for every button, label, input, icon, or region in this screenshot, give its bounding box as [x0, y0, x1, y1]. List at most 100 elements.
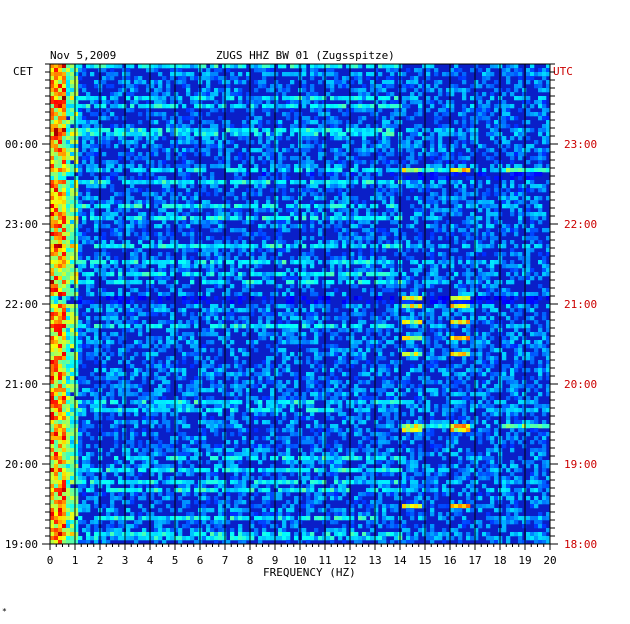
heat-cell: [62, 204, 67, 209]
heat-cell: [266, 308, 271, 313]
heat-cell: [242, 232, 247, 237]
heat-cell: [350, 216, 355, 221]
heat-cell: [538, 260, 543, 265]
heat-cell: [170, 332, 175, 337]
heat-cell: [94, 220, 99, 225]
heat-cell: [446, 88, 451, 93]
heat-cell: [174, 144, 179, 149]
heat-cell: [382, 200, 387, 205]
heat-cell: [54, 144, 59, 149]
heat-cell: [154, 200, 159, 205]
heat-cell: [170, 140, 175, 145]
heat-cell: [266, 344, 271, 349]
heat-cell: [258, 188, 263, 193]
heat-cell: [414, 196, 419, 201]
heat-cell: [70, 304, 75, 309]
heat-cell: [410, 188, 415, 193]
heat-cell: [74, 304, 79, 309]
heat-cell: [370, 180, 375, 185]
heat-cell: [186, 248, 191, 253]
heat-cell: [182, 224, 187, 229]
heat-cell: [134, 268, 139, 273]
heat-cell: [254, 180, 259, 185]
heat-cell: [474, 112, 479, 117]
heat-cell: [402, 84, 407, 89]
heat-cell: [514, 264, 519, 269]
heat-cell: [354, 232, 359, 237]
heat-cell: [190, 204, 195, 209]
heat-cell: [138, 296, 143, 301]
heat-cell: [234, 228, 239, 233]
heat-cell: [414, 320, 419, 325]
heat-cell: [158, 112, 163, 117]
heat-cell: [314, 280, 319, 285]
heat-cell: [482, 104, 487, 109]
heat-cell: [538, 184, 543, 189]
heat-cell: [218, 228, 223, 233]
heat-cell: [50, 92, 55, 97]
heat-cell: [214, 180, 219, 185]
heat-cell: [50, 112, 55, 117]
heat-cell: [518, 264, 523, 269]
heat-cell: [370, 344, 375, 349]
heat-cell: [186, 176, 191, 181]
heat-cell: [126, 96, 131, 101]
heat-cell: [162, 184, 167, 189]
heat-cell: [78, 76, 83, 81]
heat-cell: [518, 184, 523, 189]
heat-cell: [546, 148, 551, 153]
heat-cell: [138, 240, 143, 245]
heat-cell: [502, 292, 507, 297]
heat-cell: [438, 160, 443, 165]
heat-cell: [390, 72, 395, 77]
heat-cell: [50, 348, 55, 353]
heat-cell: [390, 68, 395, 73]
heat-cell: [286, 88, 291, 93]
heat-cell: [254, 116, 259, 121]
heat-cell: [474, 284, 479, 289]
heat-cell: [218, 80, 223, 85]
heat-cell: [74, 228, 79, 233]
heat-cell: [306, 348, 311, 353]
heat-cell: [302, 132, 307, 137]
heat-cell: [222, 132, 227, 137]
heat-cell: [474, 108, 479, 113]
heat-cell: [166, 148, 171, 153]
heat-cell: [530, 216, 535, 221]
heat-cell: [178, 244, 183, 249]
heat-cell: [378, 188, 383, 193]
heat-cell: [466, 320, 471, 325]
heat-cell: [382, 64, 387, 69]
heat-cell: [58, 172, 63, 177]
heat-cell: [546, 340, 551, 345]
heat-cell: [490, 272, 495, 277]
heat-cell: [274, 236, 279, 241]
heat-cell: [58, 316, 63, 321]
heat-cell: [302, 280, 307, 285]
heat-cell: [122, 328, 127, 333]
heat-cell: [242, 320, 247, 325]
heat-cell: [62, 316, 67, 321]
heat-cell: [534, 112, 539, 117]
heat-cell: [362, 184, 367, 189]
heat-cell: [378, 280, 383, 285]
heat-cell: [334, 244, 339, 249]
heat-cell: [70, 192, 75, 197]
heat-cell: [354, 312, 359, 317]
heat-cell: [102, 252, 107, 257]
heat-cell: [390, 128, 395, 133]
heat-cell: [234, 172, 239, 177]
heat-cell: [270, 68, 275, 73]
heat-cell: [214, 316, 219, 321]
heat-cell: [194, 132, 199, 137]
heat-cell: [150, 172, 155, 177]
heat-cell: [374, 136, 379, 141]
heat-cell: [370, 316, 375, 321]
heat-cell: [58, 96, 63, 101]
heat-cell: [318, 108, 323, 113]
heat-cell: [110, 244, 115, 249]
heat-cell: [438, 304, 443, 309]
heat-cell: [242, 248, 247, 253]
heat-cell: [522, 340, 527, 345]
heat-cell: [74, 68, 79, 73]
